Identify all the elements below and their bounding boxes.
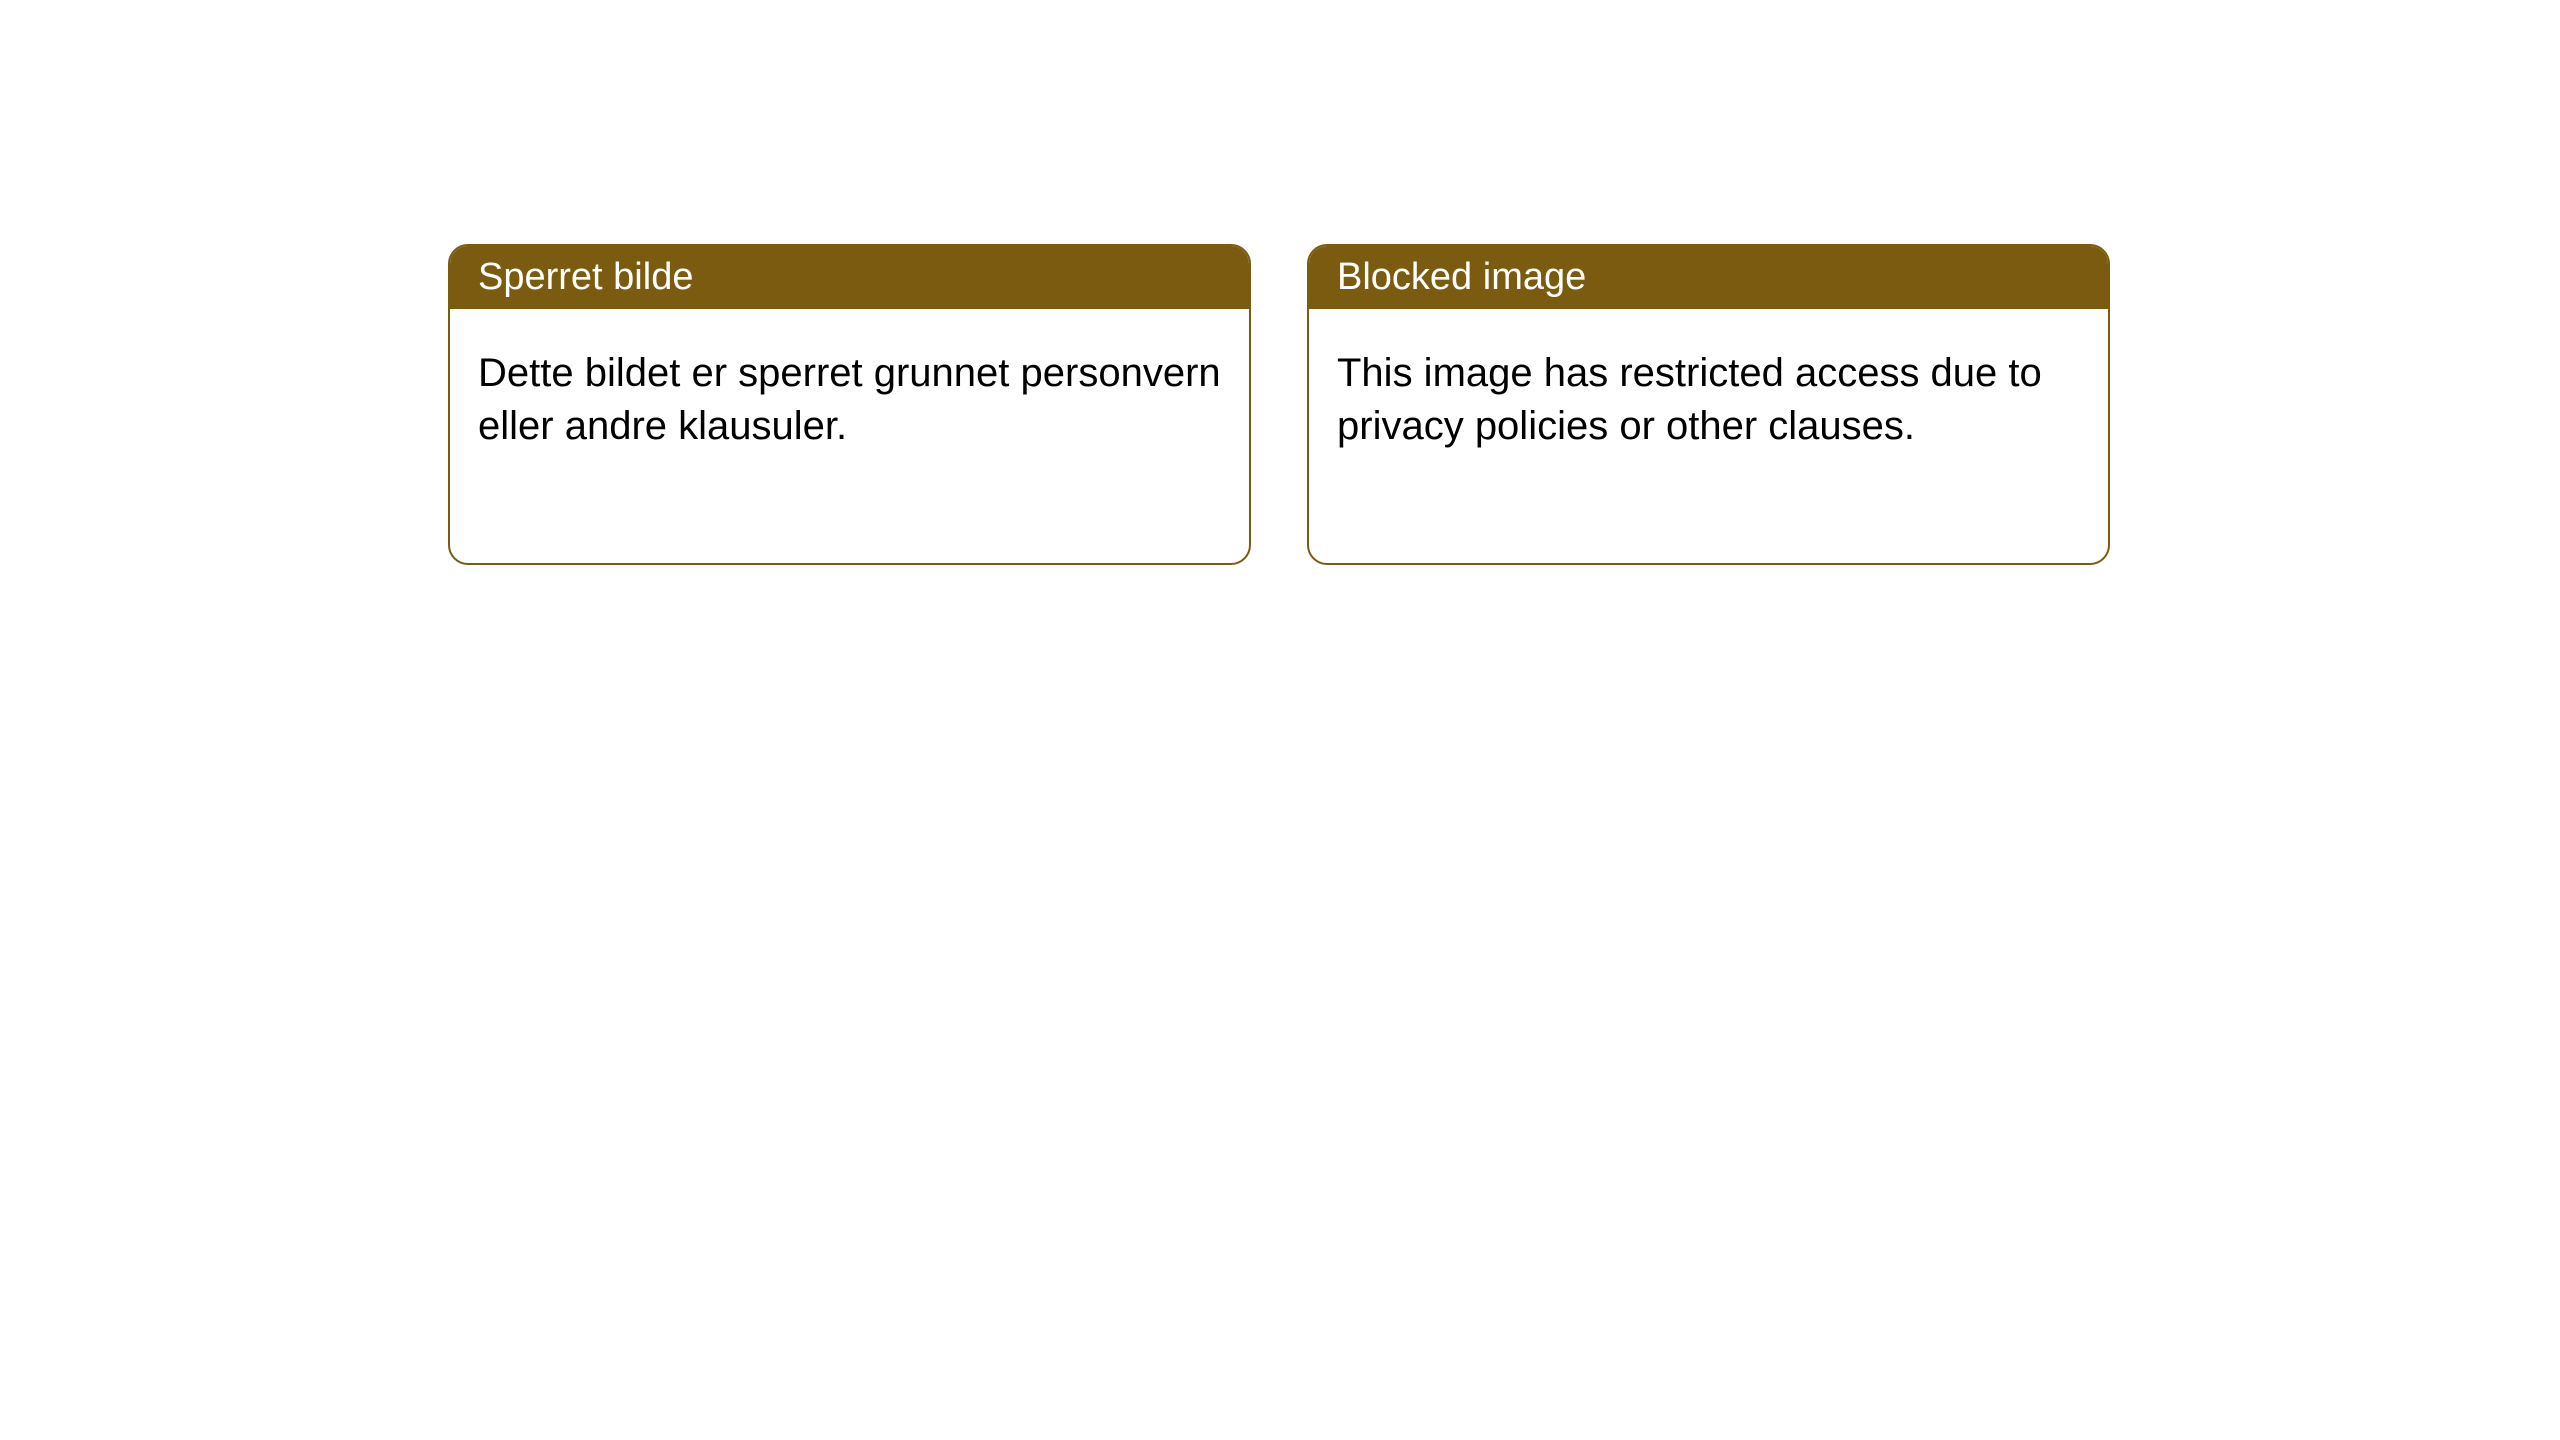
blocked-image-card-en: Blocked image This image has restricted …: [1307, 244, 2110, 565]
card-title: Blocked image: [1309, 246, 2108, 309]
card-title: Sperret bilde: [450, 246, 1249, 309]
card-body: This image has restricted access due to …: [1309, 309, 2108, 563]
card-body: Dette bildet er sperret grunnet personve…: [450, 309, 1249, 563]
notice-cards-container: Sperret bilde Dette bildet er sperret gr…: [0, 0, 2560, 565]
blocked-image-card-no: Sperret bilde Dette bildet er sperret gr…: [448, 244, 1251, 565]
